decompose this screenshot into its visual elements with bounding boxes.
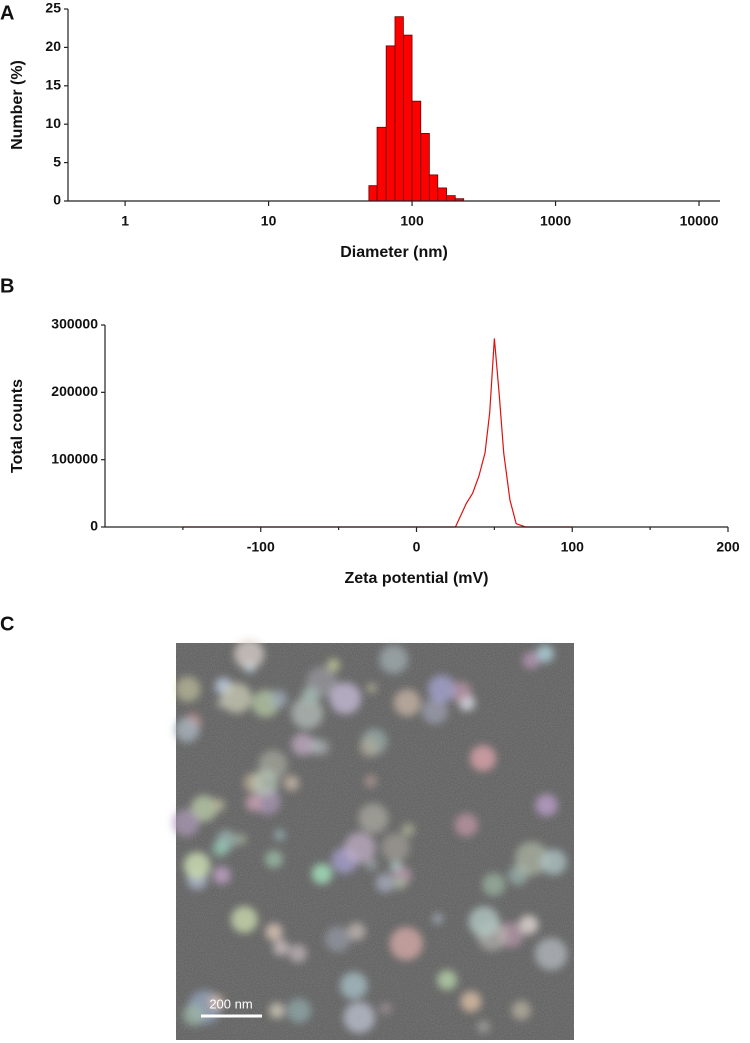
y-tick-label: 200000: [51, 383, 98, 399]
y-tick-label: 10: [45, 115, 61, 131]
x-tick-label: 1: [121, 213, 129, 229]
x-tick-label: 100: [561, 539, 585, 555]
y-tick-label: 20: [45, 38, 61, 54]
bar: [446, 195, 456, 202]
bar: [420, 133, 430, 202]
bar: [402, 34, 413, 202]
panel-label: C: [0, 613, 14, 635]
x-tick-label: 10000: [680, 213, 719, 229]
bar: [385, 45, 396, 202]
sem-image: 200 nm: [172, 639, 574, 1040]
x-axis-title: Diameter (nm): [340, 244, 448, 261]
bar: [437, 187, 447, 202]
panel-label: B: [0, 275, 14, 297]
y-tick-label: 100000: [51, 450, 98, 466]
bar: [376, 126, 387, 202]
y-axis-title: Number (%): [9, 60, 26, 150]
y-axis-title: Total counts: [9, 379, 26, 473]
x-tick-label: 0: [413, 539, 421, 555]
y-tick-label: 5: [53, 153, 61, 169]
y-tick-label: 300000: [51, 316, 98, 332]
panel-label: A: [0, 2, 14, 24]
x-tick-label: 100: [400, 213, 424, 229]
bar: [411, 100, 422, 202]
x-tick-label: 1000: [540, 213, 571, 229]
bar: [428, 174, 439, 202]
y-tick-label: 25: [45, 0, 61, 16]
x-axis-title: Zeta potential (mV): [344, 570, 488, 587]
x-tick-label: 10: [261, 213, 277, 229]
x-tick-label: -100: [247, 539, 275, 555]
x-tick-label: 200: [716, 539, 740, 555]
bar: [368, 185, 378, 202]
bar: [394, 16, 404, 202]
y-tick-label: 0: [90, 518, 98, 534]
scale-bar-label: 200 nm: [209, 996, 252, 1011]
data-line: [182, 338, 573, 528]
y-tick-label: 0: [53, 192, 61, 208]
y-tick-label: 15: [45, 77, 61, 93]
